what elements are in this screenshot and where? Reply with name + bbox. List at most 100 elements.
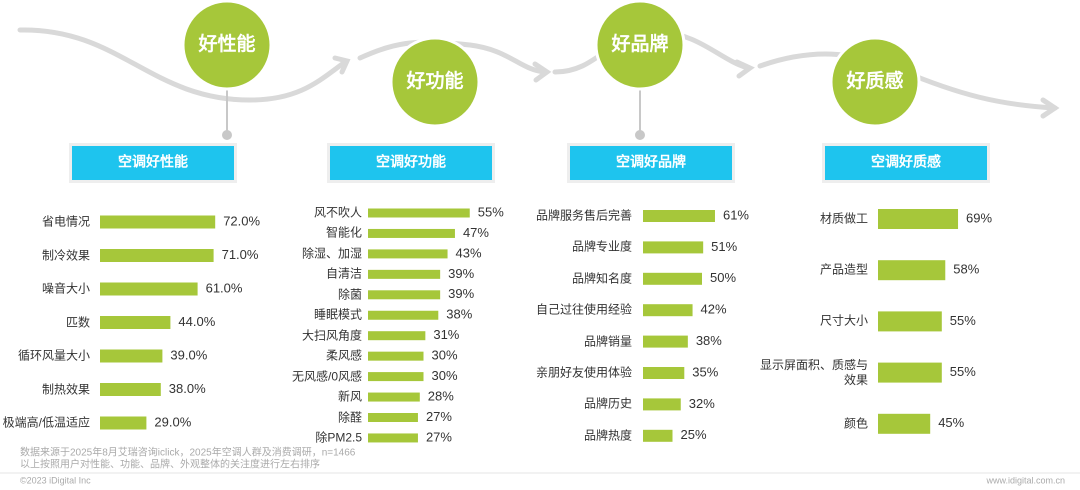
chart-title: 空调好性能 (118, 154, 188, 170)
category-label: 颜色 (843, 416, 868, 431)
flow-label: 好性能 (197, 32, 255, 55)
value-label: 30% (432, 368, 458, 383)
category-label: 自己过往使用经验 (535, 302, 632, 317)
connectors (226, 90, 641, 135)
chart-title: 空调好功能 (376, 154, 446, 170)
connector-dot (222, 130, 232, 140)
flow-label: 好功能 (405, 69, 463, 92)
bar (100, 282, 198, 296)
value-label: 51% (711, 239, 737, 254)
category-label: 除湿、加湿 (301, 246, 362, 261)
connector-dot (635, 130, 645, 140)
value-label: 38% (446, 307, 472, 322)
bar (643, 398, 681, 411)
bar (878, 413, 931, 434)
title-box (570, 146, 732, 180)
bar (368, 413, 418, 422)
bar (368, 228, 455, 238)
category-label: 匹数 (65, 315, 90, 329)
bar (368, 351, 424, 361)
bar (643, 429, 673, 442)
bar (368, 249, 448, 259)
value-label: 50% (710, 270, 736, 285)
title-box (330, 146, 492, 180)
value-label: 38% (696, 333, 722, 348)
flow-circles (181, 0, 921, 128)
bar (878, 209, 959, 229)
bar (878, 362, 942, 383)
flow-circle (594, 0, 686, 91)
value-label: 29.0% (154, 414, 191, 429)
category-label: 柔风感 (325, 348, 362, 363)
category-label: 新风 (337, 389, 362, 404)
value-label: 55% (950, 364, 976, 379)
value-label: 61.0% (206, 280, 243, 295)
value-label: 45% (938, 415, 964, 430)
bar (368, 433, 418, 443)
value-label: 55% (950, 313, 976, 328)
value-label: 44.0% (178, 314, 215, 329)
value-label: 35% (692, 364, 718, 379)
value-label: 69% (966, 210, 992, 225)
value-label: 32% (689, 396, 715, 411)
category-label: 品牌历史 (583, 396, 632, 411)
value-label: 47% (463, 225, 489, 240)
value-label: 39% (448, 266, 474, 281)
value-label: 31% (433, 327, 459, 342)
bar (368, 290, 441, 300)
bar (878, 311, 942, 332)
title-box (825, 146, 987, 180)
category-label: 尺寸大小 (819, 313, 868, 328)
bar (878, 260, 946, 281)
category-label: 产品造型 (819, 262, 868, 277)
bar (100, 316, 171, 329)
flow-label: 好品牌 (610, 32, 668, 55)
bar (368, 331, 426, 341)
value-label: 39% (448, 286, 474, 301)
value-label: 27% (426, 429, 452, 444)
category-label: 除醛 (337, 410, 362, 424)
value-label: 43% (456, 245, 482, 260)
bar (368, 392, 420, 402)
bar (643, 335, 688, 348)
bar (100, 215, 216, 229)
bar (368, 208, 470, 218)
category-label: 智能化 (325, 225, 362, 240)
bar (100, 349, 163, 363)
value-label: 28% (428, 388, 454, 403)
category-label: 省电情况 (41, 214, 90, 229)
bar (100, 383, 161, 396)
category-label: 品牌热度 (583, 428, 632, 443)
title-box (72, 146, 234, 180)
bar (643, 210, 715, 222)
bar (368, 269, 441, 279)
flow-circle (829, 36, 921, 128)
category-label: 除菌 (337, 287, 362, 302)
category-label: 制冷效果 (41, 248, 90, 262)
value-label: 72.0% (223, 213, 260, 228)
value-label: 27% (426, 409, 452, 424)
category-label: 材质做工 (819, 211, 868, 226)
bar (643, 367, 685, 379)
category-label: 除PM2.5 (315, 430, 362, 445)
chart-title: 空调好质感 (871, 154, 941, 170)
value-label: 25% (681, 427, 707, 442)
bar (100, 416, 147, 430)
bar (368, 310, 439, 320)
bar (368, 372, 424, 382)
flow-labels: 好性能 好功能 好品牌 好质感 (197, 32, 903, 92)
value-label: 39.0% (170, 347, 207, 362)
copyright: ©2023 iDigital Inc (20, 475, 91, 485)
category-label: 显示屏面积、质感与效果 (760, 357, 869, 387)
chart-title: 空调好品牌 (616, 154, 686, 170)
category-label: 噪音大小 (41, 281, 90, 296)
category-label: 无风感/0风感 (291, 369, 362, 384)
bar (643, 241, 704, 254)
category-label: 自清洁 (325, 266, 362, 281)
flow-label: 好质感 (845, 69, 903, 92)
value-label: 61% (723, 207, 749, 222)
value-label: 58% (953, 262, 979, 277)
bar (100, 249, 214, 262)
category-label: 品牌专业度 (571, 239, 632, 254)
